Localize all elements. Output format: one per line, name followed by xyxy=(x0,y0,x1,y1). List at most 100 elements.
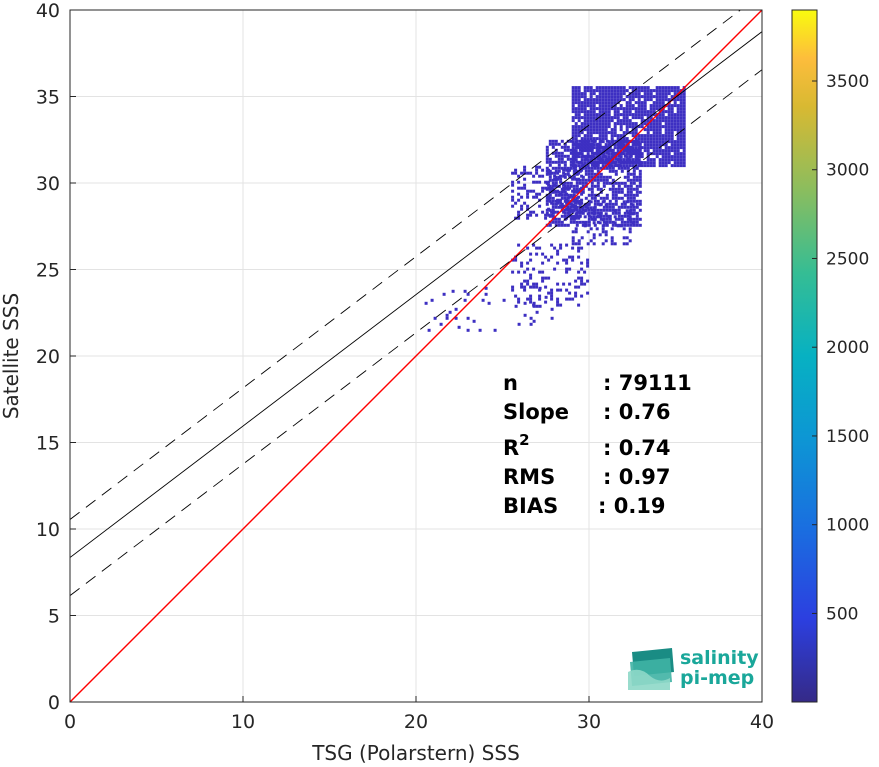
density-cell xyxy=(581,211,585,215)
density-cell xyxy=(625,95,629,99)
density-cell xyxy=(569,184,573,188)
colorbar-tick-label: 1000 xyxy=(826,516,869,536)
density-cell xyxy=(652,152,656,156)
density-cell xyxy=(529,300,533,304)
density-cell xyxy=(520,207,524,211)
density-cell xyxy=(607,131,611,135)
density-cell xyxy=(622,137,626,141)
density-cell xyxy=(547,180,551,184)
density-cell xyxy=(580,210,584,214)
density-cell xyxy=(617,163,621,167)
density-cell xyxy=(598,107,602,111)
density-cell xyxy=(608,181,612,185)
density-cell xyxy=(590,190,594,194)
density-cell xyxy=(580,294,584,298)
density-cell xyxy=(610,131,614,135)
density-cell xyxy=(613,143,617,147)
density-cell xyxy=(481,298,485,302)
density-cell xyxy=(586,131,590,135)
density-cell xyxy=(614,199,618,203)
density-cell xyxy=(529,276,533,280)
density-cell xyxy=(655,119,659,123)
colorbar-tick-label: 1500 xyxy=(826,427,869,447)
density-cell xyxy=(571,140,575,144)
density-cell xyxy=(638,190,642,194)
density-cell xyxy=(589,227,593,231)
density-cell xyxy=(613,209,617,213)
density-cell xyxy=(655,89,659,93)
density-cell xyxy=(676,125,680,129)
density-cell xyxy=(635,154,639,158)
density-cell xyxy=(646,98,650,102)
density-cell xyxy=(638,154,642,158)
density-cell xyxy=(682,149,686,153)
density-cell xyxy=(551,151,555,155)
density-cell xyxy=(611,220,615,224)
density-cell xyxy=(622,86,626,90)
density-cell xyxy=(577,104,581,108)
density-cell xyxy=(638,184,642,188)
density-cell xyxy=(529,189,533,193)
density-cell xyxy=(545,148,549,152)
density-cell xyxy=(608,187,612,191)
density-cell xyxy=(649,146,653,150)
density-cell xyxy=(622,110,626,114)
density-cell xyxy=(649,89,653,93)
density-cell xyxy=(583,203,587,207)
density-cell xyxy=(577,239,581,243)
density-cell xyxy=(589,101,593,105)
density-cell xyxy=(569,151,573,155)
density-cell xyxy=(646,161,650,165)
density-cell xyxy=(607,140,611,144)
density-cell xyxy=(611,148,615,152)
density-cell xyxy=(616,95,620,99)
density-cell xyxy=(617,166,621,170)
density-cell xyxy=(628,113,632,117)
density-cell xyxy=(635,202,639,206)
density-cell xyxy=(544,276,548,280)
density-cell xyxy=(553,189,557,193)
density-cell xyxy=(577,285,581,289)
density-cell xyxy=(559,198,563,202)
density-cell xyxy=(631,92,635,96)
density-cell xyxy=(559,192,563,196)
density-cell xyxy=(620,145,624,149)
density-cell xyxy=(587,220,591,224)
density-cell xyxy=(607,98,611,102)
density-cell xyxy=(451,289,455,293)
density-cell xyxy=(554,154,558,158)
density-cell xyxy=(566,145,570,149)
density-cell xyxy=(578,178,582,182)
density-cell xyxy=(550,307,554,311)
density-cell xyxy=(637,110,641,114)
density-cell xyxy=(550,288,554,292)
density-cell xyxy=(532,189,536,193)
density-cell xyxy=(632,172,636,176)
density-cell xyxy=(646,113,650,117)
density-cell xyxy=(638,223,642,227)
density-cell xyxy=(608,217,612,221)
density-cell xyxy=(590,163,594,167)
density-cell xyxy=(661,92,665,96)
density-cell xyxy=(673,128,677,132)
density-cell xyxy=(637,137,641,141)
density-cell xyxy=(611,202,615,206)
density-cell xyxy=(626,184,630,188)
density-cell xyxy=(598,149,602,153)
density-cell xyxy=(551,208,555,212)
density-cell xyxy=(562,189,566,193)
density-cell xyxy=(598,155,602,159)
density-cell xyxy=(433,316,437,320)
density-cell xyxy=(598,143,602,147)
density-cell xyxy=(637,95,641,99)
density-cell xyxy=(670,119,674,123)
density-cell xyxy=(583,128,587,132)
density-cell xyxy=(623,205,627,209)
density-cell xyxy=(599,196,603,200)
density-cell xyxy=(580,92,584,96)
density-cell xyxy=(670,113,674,117)
density-cell xyxy=(574,149,578,153)
density-cell xyxy=(667,119,671,123)
density-cell xyxy=(607,119,611,123)
density-cell xyxy=(593,223,597,227)
